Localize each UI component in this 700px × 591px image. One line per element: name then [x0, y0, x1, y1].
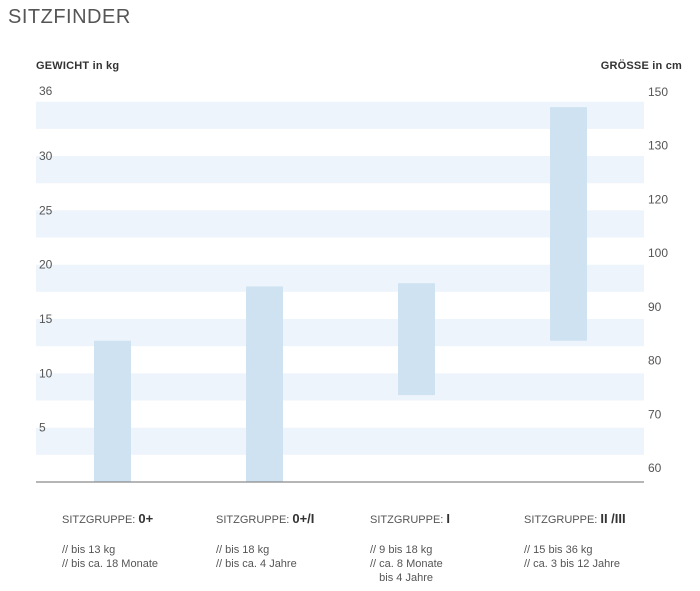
y-tick-right: 60	[648, 461, 662, 475]
bar-3	[550, 107, 587, 341]
grid-band	[36, 427, 644, 455]
y-tick-left: 15	[39, 312, 53, 326]
group-ii-iii-line: // ca. 3 bis 12 Jahre	[524, 558, 620, 570]
group-0plus: SITZGRUPPE: 0+ // bis 13 kg // bis ca. 18…	[62, 512, 212, 571]
y-tick-right: 150	[648, 85, 668, 99]
y-tick-right: 130	[648, 139, 668, 153]
group-ii-iii-line: // 15 bis 36 kg	[524, 544, 593, 556]
y-tick-right: 100	[648, 246, 668, 260]
group-i: SITZGRUPPE: I // 9 bis 18 kg // ca. 8 Mon…	[370, 512, 520, 585]
sitzfinder-chart: 5 10 15 20 25 30 36 60 70 80 90 100 120 130 150	[36, 84, 668, 483]
y-tick-left: 36	[39, 84, 53, 98]
page-title: SITZFINDER	[8, 6, 131, 28]
y-tick-left: 20	[39, 258, 53, 272]
y-tick-left: 30	[39, 149, 53, 163]
y-axis-label-left: GEWICHT in kg	[36, 60, 120, 72]
grid-band	[36, 319, 644, 347]
group-0plus-line: // bis 13 kg	[62, 544, 116, 556]
group-0plus-i-line: // bis ca. 4 Jahre	[216, 558, 297, 570]
group-0plus-i-line: // bis 18 kg	[216, 544, 270, 556]
bar-0	[94, 340, 131, 482]
grid-band	[36, 210, 644, 238]
y-tick-right: 90	[648, 300, 662, 314]
bar-1	[246, 286, 283, 482]
y-tick-right: 70	[648, 407, 662, 421]
group-i-line: // 9 bis 18 kg	[370, 544, 433, 556]
group-i-line: // ca. 8 Monate	[370, 558, 443, 570]
group-0plus-i: SITZGRUPPE: 0+/I // bis 18 kg // bis ca. …	[216, 512, 366, 571]
group-ii-iii: SITZGRUPPE: II /III // 15 bis 36 kg // ca…	[524, 512, 674, 571]
y-tick-right: 120	[648, 192, 668, 206]
grid-band	[36, 264, 644, 292]
grid-band	[36, 101, 644, 129]
y-tick-left: 5	[39, 421, 46, 435]
y-tick-left: 25	[39, 203, 53, 217]
bar-2	[398, 283, 435, 396]
grid-band	[36, 373, 644, 401]
y-tick-left: 10	[39, 366, 53, 380]
group-i-line: bis 4 Jahre	[370, 572, 433, 584]
y-axis-label-right: GRÖSSE in cm	[600, 60, 682, 72]
y-tick-right: 80	[648, 354, 662, 368]
grid-band	[36, 156, 644, 184]
group-0plus-line: // bis ca. 18 Monate	[62, 558, 158, 570]
